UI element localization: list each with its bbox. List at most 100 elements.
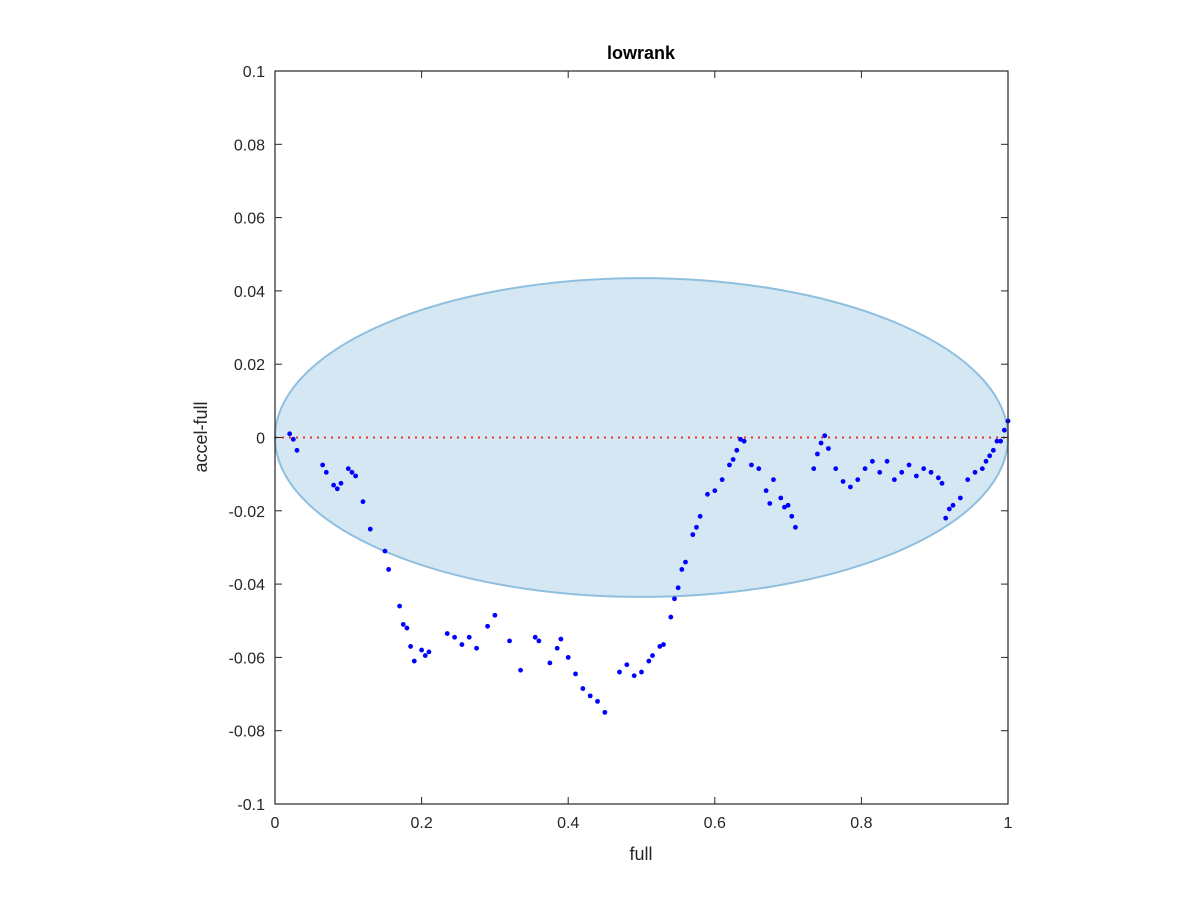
data-point bbox=[650, 653, 655, 658]
data-point bbox=[785, 502, 791, 508]
data-point bbox=[426, 649, 432, 655]
data-point bbox=[444, 631, 450, 636]
data-point bbox=[906, 462, 912, 468]
y-tick-label: 0.04 bbox=[234, 284, 265, 301]
data-point bbox=[712, 488, 718, 494]
data-point bbox=[287, 431, 293, 437]
data-point bbox=[408, 644, 414, 649]
data-point bbox=[990, 447, 996, 453]
data-point bbox=[320, 462, 326, 468]
data-point bbox=[811, 466, 817, 472]
data-point bbox=[485, 623, 490, 629]
data-point bbox=[334, 486, 340, 492]
data-point bbox=[459, 642, 465, 647]
data-point bbox=[400, 622, 406, 627]
x-tick-label: 0 bbox=[271, 815, 280, 832]
data-point bbox=[294, 447, 300, 453]
x-tick-label: 0.6 bbox=[704, 815, 726, 832]
data-point bbox=[675, 585, 681, 591]
data-point bbox=[345, 466, 351, 472]
data-point bbox=[617, 669, 622, 675]
data-point bbox=[719, 477, 725, 483]
data-point bbox=[386, 567, 392, 572]
chart-title: lowrank bbox=[607, 43, 676, 63]
data-point bbox=[950, 502, 956, 508]
y-tick-label: 0.08 bbox=[234, 137, 265, 154]
data-point bbox=[789, 513, 795, 519]
data-point bbox=[862, 466, 868, 472]
data-point bbox=[734, 447, 740, 453]
data-point bbox=[323, 469, 329, 475]
data-point bbox=[738, 436, 743, 442]
data-point bbox=[815, 451, 820, 457]
data-point bbox=[547, 660, 553, 666]
data-point bbox=[928, 469, 934, 475]
data-point bbox=[957, 495, 963, 501]
y-tick-label: -0.02 bbox=[229, 504, 266, 521]
data-point bbox=[360, 499, 366, 505]
data-point bbox=[778, 495, 784, 501]
x-axis-label: full bbox=[629, 844, 652, 864]
data-point bbox=[657, 644, 663, 649]
data-point bbox=[939, 480, 945, 486]
data-point bbox=[767, 501, 773, 506]
data-point bbox=[946, 506, 952, 512]
data-point bbox=[782, 504, 787, 510]
data-point bbox=[983, 458, 989, 464]
data-point bbox=[998, 438, 1004, 444]
data-point bbox=[793, 524, 798, 530]
data-point bbox=[683, 559, 688, 565]
data-point bbox=[741, 438, 747, 444]
data-point bbox=[994, 438, 1000, 444]
data-point bbox=[397, 603, 403, 609]
data-point bbox=[474, 645, 479, 651]
data-point bbox=[1001, 427, 1007, 433]
data-point bbox=[580, 686, 586, 691]
data-point bbox=[338, 480, 344, 486]
data-point bbox=[840, 479, 846, 484]
data-point bbox=[690, 532, 696, 538]
data-point bbox=[763, 488, 769, 494]
y-tick-label: 0 bbox=[256, 431, 265, 448]
data-point bbox=[730, 457, 736, 462]
data-point bbox=[987, 453, 993, 459]
data-point bbox=[419, 647, 424, 653]
data-point bbox=[668, 614, 674, 620]
data-point bbox=[899, 469, 905, 475]
data-point bbox=[818, 440, 824, 446]
data-point bbox=[727, 462, 732, 468]
data-point bbox=[558, 636, 564, 642]
y-tick-label: 0.02 bbox=[234, 357, 265, 374]
x-tick-label: 0.4 bbox=[557, 815, 579, 832]
data-point bbox=[855, 477, 861, 483]
data-point bbox=[290, 436, 296, 442]
y-tick-label: -0.08 bbox=[229, 724, 266, 741]
data-point bbox=[532, 634, 538, 640]
data-point bbox=[672, 596, 677, 602]
data-point bbox=[353, 473, 359, 479]
data-point bbox=[826, 446, 831, 451]
y-tick-label: -0.1 bbox=[237, 797, 265, 814]
data-point bbox=[965, 477, 971, 483]
data-point bbox=[646, 658, 652, 664]
x-tick-label: 1 bbox=[1004, 815, 1013, 832]
data-point bbox=[602, 709, 608, 715]
data-point bbox=[624, 662, 630, 668]
data-point bbox=[749, 462, 754, 468]
data-point bbox=[536, 638, 542, 644]
data-point bbox=[631, 673, 637, 679]
data-point bbox=[756, 466, 762, 472]
data-point bbox=[507, 638, 512, 644]
data-point bbox=[595, 698, 600, 704]
data-point bbox=[492, 612, 498, 618]
data-point bbox=[884, 458, 890, 464]
data-point bbox=[518, 667, 523, 673]
data-point bbox=[404, 625, 410, 631]
data-point bbox=[679, 567, 685, 572]
data-point bbox=[587, 693, 593, 699]
data-point bbox=[411, 658, 417, 664]
data-point bbox=[694, 524, 699, 530]
data-point bbox=[705, 491, 710, 497]
y-tick-label: -0.04 bbox=[229, 577, 266, 594]
